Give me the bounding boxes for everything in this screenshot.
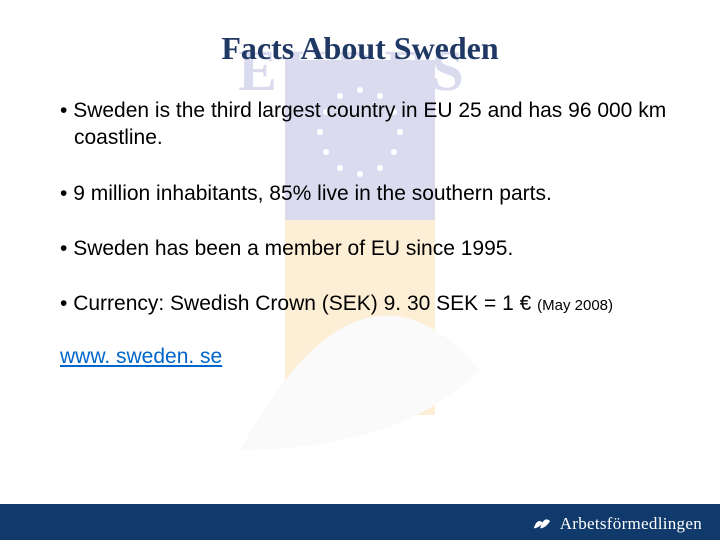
bullet-item: Sweden is the third largest country in E… xyxy=(60,97,680,152)
page-title: Facts About Sweden xyxy=(40,30,680,67)
bullet-note: (May 2008) xyxy=(537,297,613,314)
bullet-item: 9 million inhabitants, 85% live in the s… xyxy=(60,180,680,207)
footer-brand: Arbetsförmedlingen xyxy=(530,510,702,537)
brand-logo-icon xyxy=(530,510,552,537)
footer-bar: Arbetsförmedlingen xyxy=(0,504,720,540)
bullet-item: Currency: Swedish Crown (SEK) 9. 30 SEK … xyxy=(60,290,680,317)
brand-name: Arbetsförmedlingen xyxy=(560,514,702,534)
website-link[interactable]: www. sweden. se xyxy=(40,345,680,369)
bullet-item: Sweden has been a member of EU since 199… xyxy=(60,235,680,262)
bullet-text: Currency: Swedish Crown (SEK) 9. 30 SEK … xyxy=(73,292,537,315)
slide: Facts About Sweden Sweden is the third l… xyxy=(0,0,720,540)
bullet-list: Sweden is the third largest country in E… xyxy=(40,97,680,317)
